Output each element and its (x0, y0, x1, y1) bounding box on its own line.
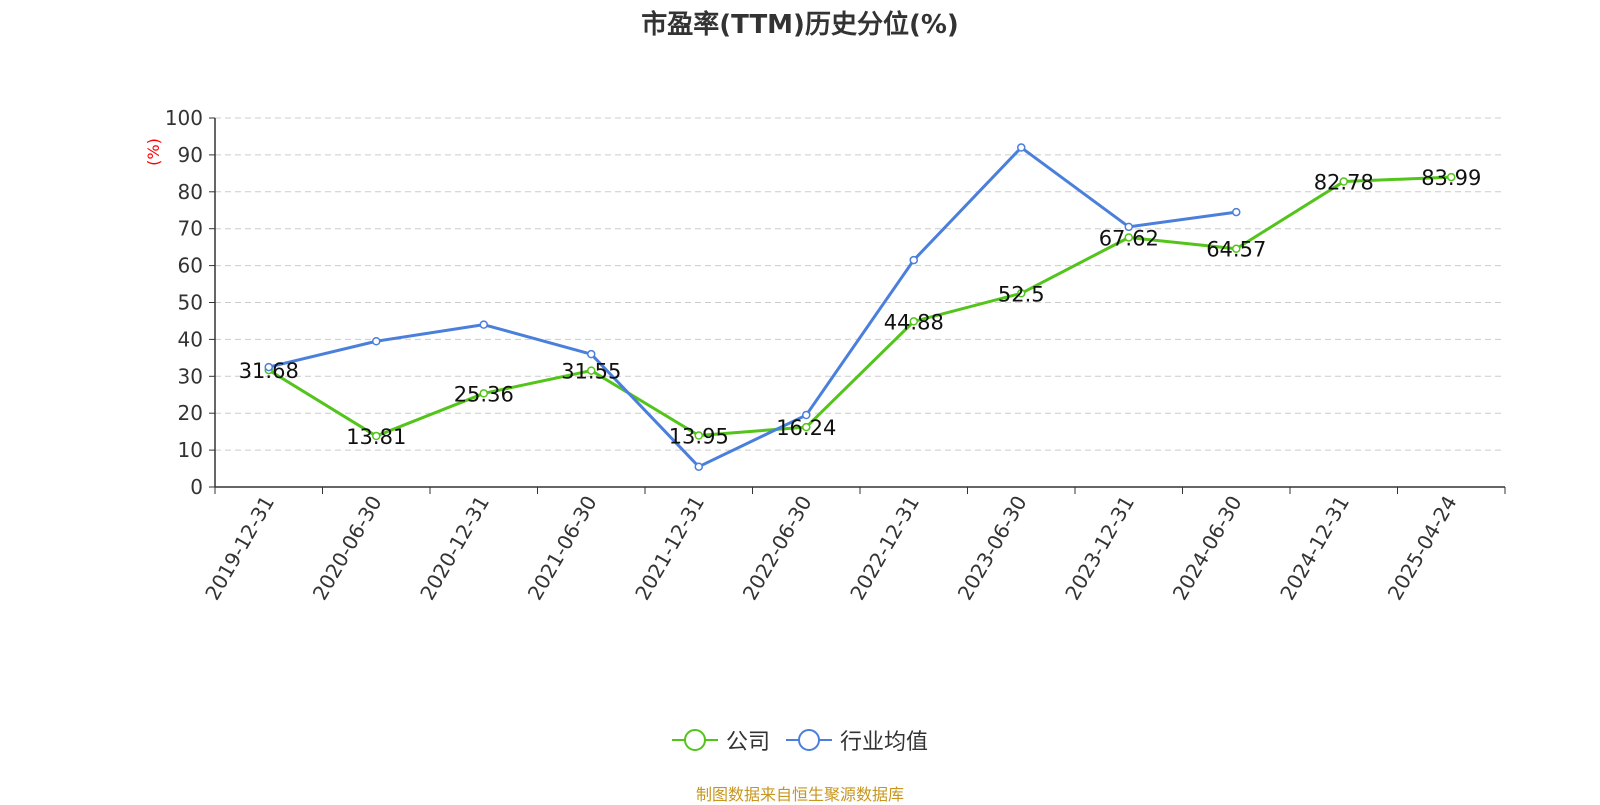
data-point[interactable] (372, 431, 381, 441)
data-point[interactable] (264, 362, 273, 372)
y-tick-label: 90 (178, 143, 203, 167)
data-point[interactable] (1447, 172, 1456, 182)
x-tick-label: 2023-12-31 (1060, 492, 1139, 605)
source-note: 制图数据来自恒生聚源数据库 (695, 785, 904, 804)
data-point[interactable] (694, 431, 703, 440)
data-point[interactable] (1017, 289, 1026, 298)
legend-item-industry[interactable]: 行业均值 (786, 724, 928, 756)
data-point[interactable] (1232, 244, 1241, 253)
data-point[interactable] (587, 366, 596, 375)
data-label: 31.55 (561, 360, 621, 384)
legend: 公司 行业均值 (0, 724, 1600, 756)
data-label: 16.24 (776, 416, 836, 440)
data-point[interactable] (909, 317, 918, 326)
data-point[interactable] (479, 389, 488, 398)
x-tick-label: 2023-06-30 (953, 492, 1032, 605)
y-tick-label: 30 (178, 364, 203, 388)
data-label: 83.99 (1421, 166, 1481, 190)
data-point[interactable] (802, 410, 811, 420)
y-tick-label: 0 (190, 475, 203, 499)
y-tick-label: 70 (178, 217, 203, 241)
x-tick-label: 2022-06-30 (738, 492, 817, 605)
y-tick-label: 20 (178, 401, 203, 425)
y-tick-label: 50 (178, 291, 203, 315)
data-point[interactable] (694, 462, 703, 471)
axes: 0 10 20 30 40 50 60 70 80 90 100(%) 2019-12-31 2020-… (144, 106, 1506, 605)
data-label: 64.57 (1206, 238, 1266, 262)
data-label: 13.81 (346, 425, 406, 449)
data-labels: 31.68 13.81 25.36 31.55 13.95 16.24 44.88 52.5 6… (239, 166, 1482, 449)
data-point[interactable] (479, 320, 488, 329)
y-tick-label: 80 (178, 180, 203, 204)
x-tick-label: 2025-04-24 (1383, 492, 1462, 605)
data-label: 44.88 (884, 310, 944, 334)
data-label: 13.95 (669, 425, 729, 449)
x-tick-label: 2024-12-31 (1275, 492, 1354, 605)
data-point[interactable] (1017, 143, 1026, 152)
data-point[interactable] (587, 349, 596, 359)
data-point[interactable] (909, 255, 918, 265)
y-tick-label: 60 (178, 254, 203, 278)
data-label: 52.5 (998, 282, 1045, 306)
data-point[interactable] (802, 422, 811, 432)
legend-line-circle-icon (786, 729, 832, 751)
series-line-1 (267, 175, 1452, 438)
x-tick-label: 2020-12-31 (415, 492, 494, 605)
legend-item-company[interactable]: 公司 (671, 724, 770, 756)
x-tick-label: 2024-06-30 (1168, 492, 1247, 605)
y-tick-label: 40 (178, 327, 203, 351)
x-tick-label: 2019-12-31 (200, 492, 279, 605)
data-label: 82.78 (1314, 171, 1374, 195)
legend-label-industry: 行业均值 (840, 730, 929, 755)
x-tick-label: 2021-06-30 (523, 492, 602, 605)
series-lines (264, 143, 1456, 471)
y-axis-label: (%) (144, 138, 163, 166)
x-tick-label: 2020-06-30 (308, 492, 387, 605)
y-tick-label: 100 (165, 106, 203, 130)
x-tick-label: 2021-12-31 (630, 492, 709, 605)
data-point[interactable] (1232, 207, 1241, 217)
series-line-2 (268, 146, 1237, 469)
chart-title: 市盈率(TTM)历史分位(%) (641, 10, 959, 40)
data-point[interactable] (1124, 222, 1133, 232)
data-label: 25.36 (454, 382, 514, 406)
legend-label-company: 公司 (725, 730, 770, 755)
data-point[interactable] (372, 336, 381, 346)
legend-line-circle-icon (671, 729, 718, 751)
x-tick-label: 2022-12-31 (845, 492, 924, 605)
y-tick-label: 10 (178, 438, 203, 462)
data-point[interactable] (1124, 233, 1133, 242)
data-label: 31.68 (239, 359, 299, 383)
data-label: 67.62 (1099, 226, 1159, 250)
grid-lines (215, 117, 1505, 451)
data-point[interactable] (1339, 177, 1348, 186)
